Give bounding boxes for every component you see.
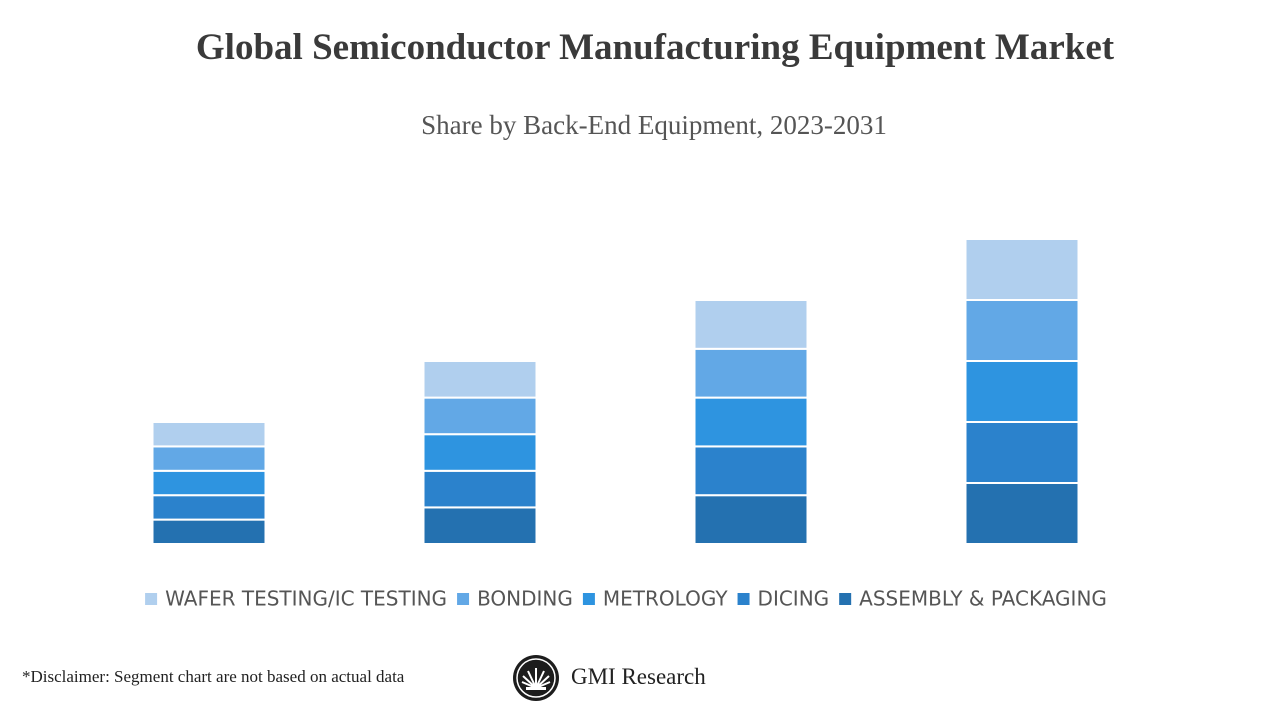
bar-segment <box>964 238 1080 301</box>
legend-label: DICING <box>758 587 830 611</box>
bar-segment <box>693 445 809 497</box>
bar-segment <box>964 299 1080 362</box>
bar-segment <box>693 494 809 546</box>
bar-segment <box>964 482 1080 545</box>
bar-segment <box>151 421 267 448</box>
bar-segment <box>422 360 538 399</box>
legend: WAFER TESTING/IC TESTING BONDING METROLOGY… <box>145 587 1107 611</box>
bar-segment <box>422 469 538 509</box>
bar-segment <box>422 433 538 472</box>
bar-segment <box>964 421 1080 484</box>
bar-segment <box>422 506 538 545</box>
legend-label: ASSEMBLY & PACKAGING <box>859 587 1107 611</box>
bar-segment <box>151 518 267 545</box>
brand: GMI Research <box>571 664 706 689</box>
legend-label: BONDING <box>477 587 573 611</box>
bar-segment <box>151 494 267 521</box>
chart-title: Global Semiconductor Manufacturing Equip… <box>195 27 1115 68</box>
logo <box>513 655 559 701</box>
legend-label: WAFER TESTING/IC TESTING <box>165 587 447 611</box>
bar-segment <box>693 299 809 350</box>
legend-swatch <box>737 593 750 605</box>
legend-label: METROLOGY <box>603 587 728 611</box>
legend-swatch <box>145 593 158 605</box>
bar-segment <box>693 396 809 448</box>
legend-swatch <box>839 593 852 605</box>
bar-segment <box>422 396 538 436</box>
bar-segment <box>151 445 267 472</box>
bar-segment <box>693 347 809 399</box>
bar-segment <box>151 469 267 497</box>
chart: WAFER TESTING/IC TESTING BONDING METROLOGY… <box>145 238 1107 611</box>
legend-swatch <box>457 593 470 605</box>
chart-subtitle: Share by Back-End Equipment, 2023-2031 <box>421 110 887 140</box>
bar-segment <box>964 360 1080 423</box>
disclaimer: *Disclaimer: Segment chart are not based… <box>22 667 405 686</box>
legend-swatch <box>582 593 595 605</box>
